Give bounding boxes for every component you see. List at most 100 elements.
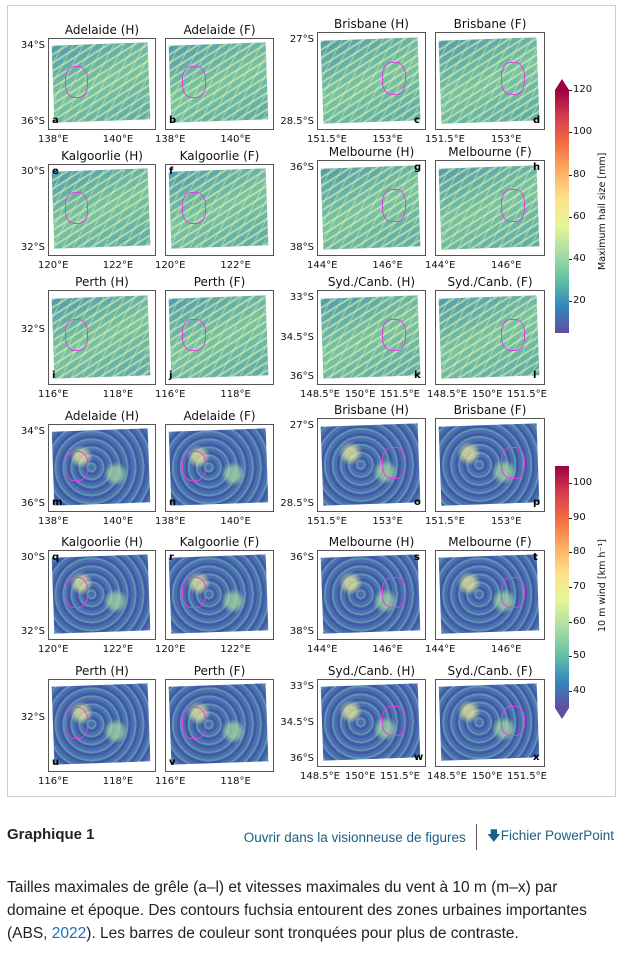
map-panel-d (435, 32, 545, 130)
panel-title: Syd./Canb. (H) (327, 275, 416, 289)
lat-tick-label: 36°S (289, 371, 314, 382)
lat-tick-label: 30°S (20, 166, 45, 177)
figure-links: Ouvrir dans la visionneuse de figures 🡇F… (244, 824, 614, 850)
hail-field (438, 164, 540, 250)
lon-tick-label: 144°E (425, 260, 456, 271)
urban-contour (500, 577, 525, 609)
lon-tick-label: 150°E (472, 389, 503, 400)
urban-contour (500, 705, 525, 736)
colorbar-tick (569, 174, 572, 176)
panel-letter: o (414, 497, 421, 508)
panel-title: Adelaide (F) (183, 23, 256, 37)
colorbar-tick (569, 552, 572, 554)
lat-tick-label: 38°S (289, 242, 314, 253)
map-panel-m (48, 424, 156, 512)
hail-field (320, 164, 422, 250)
lon-tick-label: 151.5°E (307, 134, 347, 145)
panel-letter: i (52, 370, 56, 381)
lon-tick-label: 138°E (38, 134, 69, 145)
urban-contour (500, 189, 525, 223)
lat-tick-label: 32°S (20, 323, 45, 335)
urban-contour (64, 450, 89, 481)
lon-tick-label: 150°E (472, 771, 503, 782)
colorbar-wind (555, 466, 569, 708)
urban-contour (64, 577, 89, 609)
download-icon: 🡇 (486, 827, 501, 843)
lon-tick-label: 138°E (155, 134, 186, 145)
urban-contour (182, 707, 206, 740)
lon-tick-label: 153°E (491, 516, 522, 527)
panel-title: Perth (F) (193, 275, 246, 289)
panel-title: Brisbane (F) (453, 17, 527, 31)
lon-tick-label: 151.5°E (507, 389, 547, 400)
colorbar-tick-label: 40 (573, 253, 586, 265)
lon-tick-label: 150°E (345, 389, 376, 400)
map-panel-k (317, 290, 426, 385)
panel-letter: j (169, 370, 173, 381)
lon-tick-label: 153°E (372, 134, 403, 145)
lon-tick-label: 151.5°E (380, 771, 420, 782)
panel-title: Brisbane (H) (334, 17, 409, 31)
lon-tick-label: 138°E (38, 516, 69, 527)
lon-tick-label: 116°E (38, 389, 69, 400)
citation-link[interactable]: 2022 (51, 925, 87, 942)
panel-letter: v (169, 757, 176, 768)
map-panel-p (435, 418, 545, 512)
lon-tick-label: 122°E (220, 260, 251, 271)
lon-tick-label: 116°E (155, 776, 186, 787)
wind-field (439, 683, 540, 761)
map-panel-q (48, 550, 156, 640)
colorbar-label: Maximum hail size [mm] (597, 152, 608, 270)
lat-tick-label: 34.5°S (280, 331, 314, 343)
colorbar-tick-label: 80 (573, 168, 586, 180)
panel-letter: t (533, 552, 538, 563)
lon-tick-label: 153°E (372, 516, 403, 527)
colorbar-tick (569, 301, 572, 303)
colorbar-tick (569, 621, 572, 623)
panel-title: Syd./Canb. (H) (327, 664, 416, 678)
lon-tick-label: 146°E (372, 260, 403, 271)
urban-contour (382, 577, 406, 609)
lon-tick-label: 122°E (220, 644, 251, 655)
panel-title: Perth (H) (75, 664, 129, 678)
hail-field (320, 37, 422, 124)
open-figure-viewer-link[interactable]: Ouvrir dans la visionneuse de figures (243, 829, 466, 845)
panel-letter: r (169, 552, 174, 563)
colorbar-tick-label: 100 (573, 126, 593, 138)
urban-contour (64, 66, 89, 98)
lon-tick-label: 116°E (38, 776, 69, 787)
map-panel-v (165, 679, 274, 772)
map-panel-w (317, 679, 426, 767)
panel-title: Melbourne (H) (328, 535, 415, 549)
lon-tick-label: 118°E (220, 776, 251, 787)
wind-field (438, 422, 540, 506)
urban-contour (500, 318, 525, 352)
colorbar-tick (569, 690, 572, 692)
panel-letter: l (533, 370, 537, 381)
panel-letter: m (52, 497, 63, 508)
caption-text-end: ). Les barres de couleur sont tronquées … (86, 925, 519, 942)
map-panel-a (48, 38, 156, 130)
urban-contour (382, 61, 406, 96)
lat-tick-label: 32°S (20, 626, 45, 637)
lon-tick-label: 153°E (491, 134, 522, 145)
colorbar-tick-label: 60 (573, 210, 586, 222)
urban-contour (382, 705, 406, 736)
panel-letter: b (169, 115, 177, 126)
map-panel-j (165, 290, 274, 385)
urban-contour (182, 66, 206, 98)
urban-contour (182, 192, 206, 224)
caption-text: Tailles maximales de grêle (a–l) et vite… (7, 879, 587, 942)
divider (475, 824, 477, 850)
urban-contour (182, 318, 206, 352)
lon-tick-label: 118°E (102, 776, 134, 787)
powerpoint-download-link[interactable]: 🡇Fichier PowerPoint (487, 826, 614, 849)
lon-tick-label: 140°E (102, 134, 134, 145)
map-panel-s (317, 550, 426, 640)
colorbar-tick (569, 216, 572, 218)
lon-tick-label: 120°E (155, 644, 186, 655)
colorbar-tick-label: 60 (573, 615, 586, 627)
urban-contour (182, 450, 206, 481)
urban-contour (382, 189, 406, 223)
panel-letter: a (52, 115, 59, 126)
